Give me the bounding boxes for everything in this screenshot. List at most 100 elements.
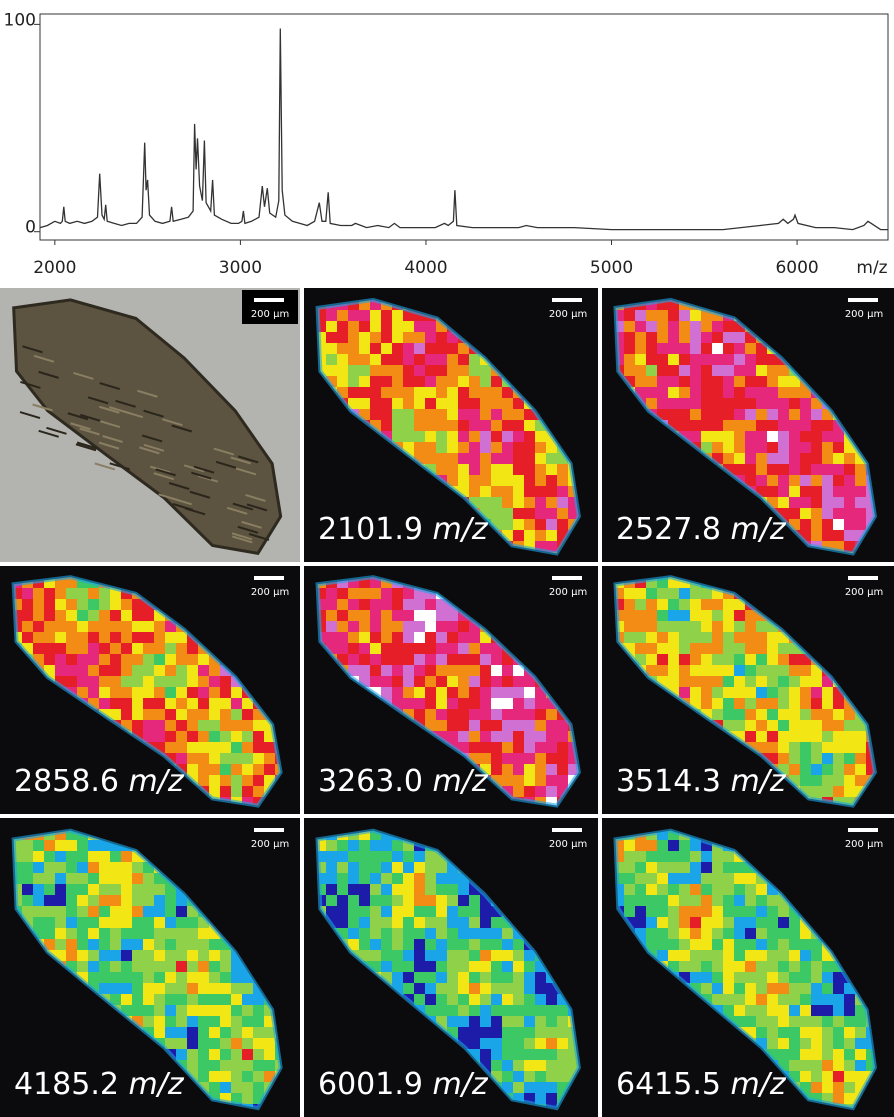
heat-cell xyxy=(44,588,55,599)
heat-cell xyxy=(745,632,756,643)
heat-cell xyxy=(491,676,502,687)
heat-cell xyxy=(491,742,502,753)
heat-cell xyxy=(176,983,187,994)
heat-cell xyxy=(242,1060,253,1071)
heat-cell xyxy=(143,665,154,676)
heat-cell xyxy=(359,365,370,376)
heat-cell xyxy=(33,610,44,621)
heat-cell xyxy=(33,599,44,610)
heat-cell xyxy=(359,840,370,851)
heat-cell xyxy=(381,599,392,610)
heat-cell xyxy=(822,486,833,497)
heat-cell xyxy=(712,632,723,643)
heat-cell xyxy=(447,409,458,420)
heat-cell xyxy=(403,972,414,983)
heat-cell xyxy=(242,1027,253,1038)
heat-cell xyxy=(187,709,198,720)
heat-cell xyxy=(822,720,833,731)
heat-cell xyxy=(198,742,209,753)
heat-cell xyxy=(778,731,789,742)
heat-cell xyxy=(557,775,568,786)
heat-cell xyxy=(822,442,833,453)
heat-cell xyxy=(646,632,657,643)
heat-cell xyxy=(546,519,557,530)
heat-cell xyxy=(646,588,657,599)
heat-cell xyxy=(833,442,844,453)
heat-cell xyxy=(624,310,635,321)
heat-cell xyxy=(154,895,165,906)
heat-cell xyxy=(198,1027,209,1038)
heat-cell xyxy=(22,610,33,621)
heat-cell xyxy=(414,409,425,420)
heat-cell xyxy=(359,321,370,332)
heat-cell xyxy=(359,343,370,354)
heat-cell xyxy=(198,1038,209,1049)
heat-cell xyxy=(524,687,535,698)
heat-cell xyxy=(33,873,44,884)
heat-cell xyxy=(756,665,767,676)
heat-cell xyxy=(425,972,436,983)
heat-cell xyxy=(767,365,778,376)
heat-cell xyxy=(679,354,690,365)
heat-cell xyxy=(231,994,242,1005)
heat-cell xyxy=(491,698,502,709)
heat-cell xyxy=(154,1027,165,1038)
heat-cell xyxy=(337,840,348,851)
heat-cell xyxy=(44,873,55,884)
heat-cell xyxy=(33,862,44,873)
heat-cell xyxy=(176,654,187,665)
heat-cell xyxy=(800,486,811,497)
heat-cell xyxy=(524,530,535,541)
heat-cell xyxy=(789,442,800,453)
heat-cell xyxy=(66,665,77,676)
heat-cell xyxy=(176,1016,187,1027)
heat-cell xyxy=(712,676,723,687)
heat-cell xyxy=(370,332,381,343)
heat-cell xyxy=(209,742,220,753)
heat-cell xyxy=(646,599,657,610)
heat-cell xyxy=(359,643,370,654)
heat-cell xyxy=(668,621,679,632)
heat-cell xyxy=(701,321,712,332)
heat-cell xyxy=(348,632,359,643)
heat-cell xyxy=(253,775,264,786)
heat-cell xyxy=(143,621,154,632)
heat-cell xyxy=(121,917,132,928)
heat-cell xyxy=(242,1005,253,1016)
heat-cell xyxy=(734,453,745,464)
heat-cell xyxy=(480,665,491,676)
heat-cell xyxy=(381,687,392,698)
heat-cell xyxy=(66,928,77,939)
heat-cell xyxy=(99,950,110,961)
heat-cell xyxy=(165,720,176,731)
heat-cell xyxy=(756,376,767,387)
heat-cell xyxy=(701,665,712,676)
heat-cell xyxy=(176,720,187,731)
heat-cell xyxy=(359,376,370,387)
heat-cell xyxy=(392,343,403,354)
heat-cell xyxy=(77,676,88,687)
heat-cell xyxy=(176,742,187,753)
heat-cell xyxy=(209,676,220,687)
heat-cell xyxy=(44,884,55,895)
heat-cell xyxy=(370,387,381,398)
heat-cell xyxy=(176,709,187,720)
heat-cell xyxy=(198,939,209,950)
heat-cell xyxy=(88,972,99,983)
heat-cell xyxy=(209,950,220,961)
heat-cell xyxy=(414,928,425,939)
heat-cell xyxy=(767,486,778,497)
heat-cell xyxy=(480,453,491,464)
heat-cell xyxy=(734,398,745,409)
heat-cell xyxy=(403,354,414,365)
heat-cell xyxy=(767,676,778,687)
heat-cell xyxy=(502,764,513,775)
heat-cell xyxy=(734,643,745,654)
heat-cell xyxy=(359,895,370,906)
heat-cell xyxy=(132,983,143,994)
heat-cell xyxy=(55,840,66,851)
heat-cell xyxy=(121,643,132,654)
heat-cell xyxy=(403,654,414,665)
heat-cell xyxy=(734,409,745,420)
mz-unit: m/z xyxy=(433,1067,489,1102)
